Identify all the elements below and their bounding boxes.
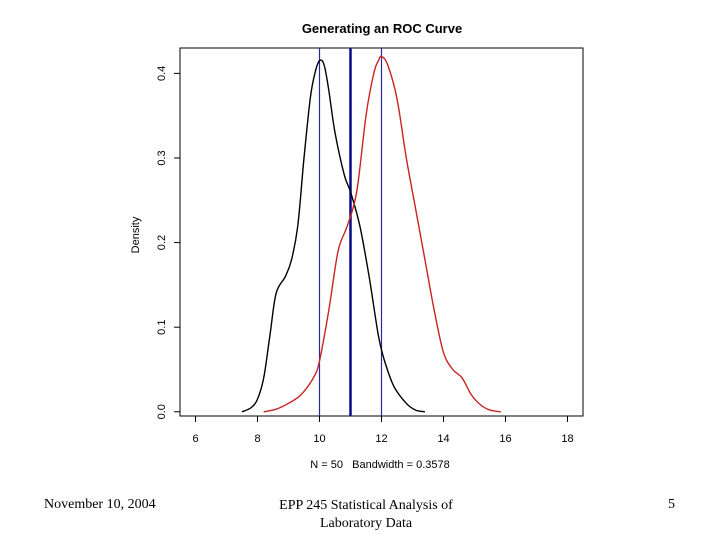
density-curve-negative xyxy=(241,59,426,413)
page-number: 5 xyxy=(668,497,675,512)
x-tick-label-12: 12 xyxy=(375,433,387,445)
x-tick-label-8: 8 xyxy=(254,433,260,445)
footer-course-title: EPP 245 Statistical Analysis of Laborato… xyxy=(250,497,482,533)
x-axis: 6 8 10 12 14 16 18 xyxy=(192,416,574,445)
y-axis: 0.0 0.1 0.2 0.3 0.4 xyxy=(156,66,180,419)
density-curve-positive xyxy=(263,55,501,413)
roc-density-chart: Generating an ROC Curve 6 8 10 12 14 16 18 0.0… xyxy=(130,21,584,471)
footer-course-line-2: Laboratory Data xyxy=(319,516,413,531)
x-tick-label-18: 18 xyxy=(561,433,573,445)
y-tick-label-4: 0.4 xyxy=(156,66,168,81)
x-tick-label-14: 14 xyxy=(437,433,449,445)
x-axis-label: N = 50 Bandwidth = 0.3578 xyxy=(310,459,449,471)
density-curves xyxy=(241,55,501,413)
vertical-lines xyxy=(318,48,383,416)
chart-title: Generating an ROC Curve xyxy=(302,21,462,36)
footer-course-line-1: EPP 245 Statistical Analysis of xyxy=(279,498,453,513)
y-tick-label-0: 0.0 xyxy=(156,404,168,419)
footer-date: November 10, 2004 xyxy=(44,497,156,512)
x-tick-label-16: 16 xyxy=(499,433,511,445)
y-tick-label-1: 0.1 xyxy=(156,320,168,335)
x-tick-label-6: 6 xyxy=(192,433,198,445)
x-tick-label-10: 10 xyxy=(313,433,325,445)
y-tick-label-2: 0.2 xyxy=(156,235,168,250)
y-axis-label: Density xyxy=(130,216,142,253)
y-tick-label-3: 0.3 xyxy=(156,150,168,165)
